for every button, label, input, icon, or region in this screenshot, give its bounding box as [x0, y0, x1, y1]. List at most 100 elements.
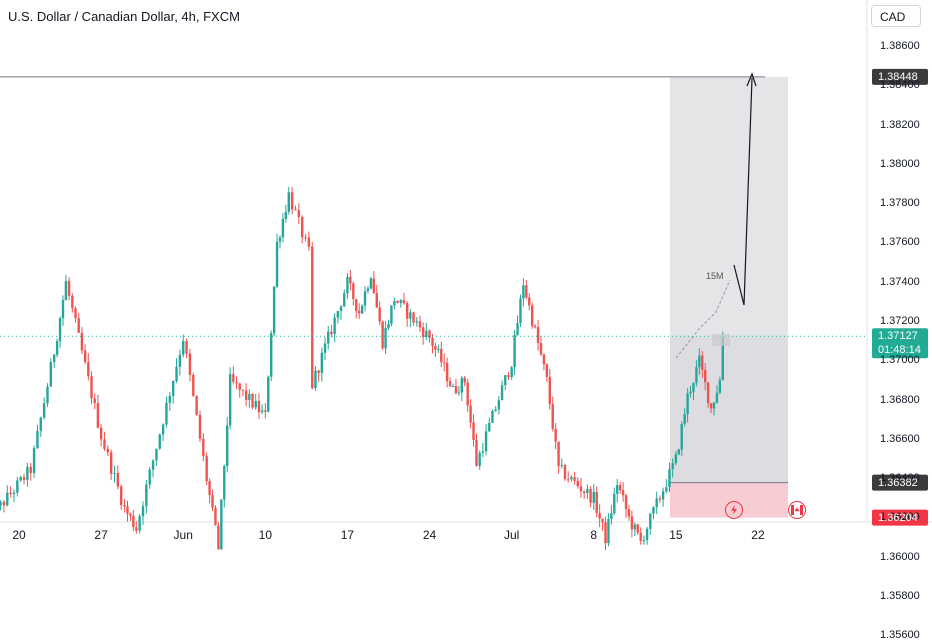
candle-body	[93, 398, 96, 404]
candle-body	[257, 400, 261, 413]
candle-body	[2, 501, 6, 506]
candle-body	[148, 469, 151, 485]
candle-body	[545, 364, 549, 377]
candle-body	[516, 323, 519, 336]
candle-body	[369, 278, 373, 289]
candle-body	[74, 308, 77, 319]
candle-body	[311, 246, 314, 261]
candle-body	[576, 480, 579, 487]
candle-body	[381, 321, 384, 349]
interval-marker-box	[712, 334, 730, 346]
candle-body	[12, 492, 16, 495]
price-tick-label: 1.37600	[880, 236, 920, 249]
candle-body	[32, 448, 36, 474]
candle-body	[428, 330, 431, 338]
time-tick-label: 22	[751, 528, 765, 542]
candle-body	[642, 540, 646, 542]
candle-body	[573, 477, 576, 481]
candle-body	[633, 524, 637, 530]
candle-body	[554, 428, 557, 442]
candle-body	[378, 307, 381, 322]
price-tick-label: 1.35600	[880, 629, 920, 641]
flash-event-icon[interactable]	[725, 501, 743, 519]
candle-body	[536, 327, 540, 344]
candle-body	[109, 452, 113, 474]
candle-body	[178, 354, 182, 367]
candle-body	[548, 376, 551, 405]
price-tick-label: 1.38600	[880, 40, 920, 52]
candle-body	[83, 350, 87, 363]
time-tick-label: Jul	[503, 528, 520, 542]
price-tick-label: 1.36200	[880, 511, 920, 524]
candle-body	[630, 516, 634, 530]
candle-body	[704, 369, 707, 383]
candle-body	[346, 276, 349, 294]
candle-body	[58, 318, 62, 342]
candle-body	[375, 293, 378, 308]
candle-body	[677, 449, 681, 455]
candle-body	[557, 441, 560, 466]
canada-flag-event-icon[interactable]	[788, 501, 806, 519]
last-tag-bg	[872, 328, 928, 359]
candle-body	[475, 440, 478, 466]
candle-body	[336, 311, 340, 318]
candle-body	[488, 422, 491, 432]
price-tick-label: 1.38200	[880, 118, 920, 131]
candle-body	[709, 403, 713, 409]
candle-body	[171, 381, 175, 396]
currency-selector[interactable]: CAD	[871, 5, 921, 27]
candle-body	[668, 469, 671, 488]
candle-body	[528, 297, 531, 306]
candle-body	[616, 485, 619, 494]
candle-body	[363, 291, 367, 306]
candle-body	[466, 382, 469, 406]
candle-body	[217, 525, 220, 550]
candle-body	[686, 393, 689, 415]
candle-body	[294, 209, 297, 211]
candle-body	[287, 192, 290, 212]
candle-body	[16, 480, 19, 493]
candle-body	[525, 285, 528, 298]
time-tick-label: 8	[590, 528, 598, 542]
candle-body	[715, 392, 719, 403]
candle-body	[607, 518, 610, 544]
candle-body	[211, 495, 214, 508]
candle-body	[29, 466, 32, 474]
candle-body	[683, 414, 686, 425]
candle-body	[460, 377, 464, 393]
candle-body	[360, 305, 364, 314]
candle-body	[129, 513, 132, 516]
candle-body	[451, 386, 455, 388]
candle-body	[241, 389, 245, 391]
price-chart[interactable]: 15M	[0, 0, 932, 550]
candle-body	[718, 380, 722, 393]
candle-body	[235, 381, 238, 384]
candle-body	[349, 276, 352, 284]
candle-body	[158, 434, 161, 449]
candle-body	[399, 300, 402, 303]
price-tick-label: 1.37800	[880, 197, 920, 210]
candle-body	[226, 425, 229, 467]
candle-body	[192, 374, 195, 396]
candle-body	[357, 310, 361, 314]
candle-body	[120, 486, 123, 505]
candle-body	[220, 499, 223, 550]
candle-body	[563, 465, 567, 480]
candle-body	[624, 495, 628, 510]
candle-body	[661, 491, 665, 500]
chart-title: U.S. Dollar / Canadian Dollar, 4h, FXCM	[8, 9, 240, 24]
candle-body	[90, 376, 93, 399]
price-tick-label: 1.36800	[880, 393, 920, 406]
candle-body	[443, 362, 446, 364]
time-tick-label: 15	[669, 528, 683, 542]
candle-body	[579, 486, 583, 492]
candle-body	[352, 283, 355, 300]
candle-body	[582, 491, 586, 494]
candle-body	[327, 331, 330, 344]
candle-body	[99, 427, 103, 440]
time-tick-label: 17	[340, 528, 355, 542]
candle-body	[366, 288, 370, 292]
candle-body	[387, 323, 390, 329]
candle-body	[595, 491, 598, 514]
candle-body	[355, 299, 358, 311]
